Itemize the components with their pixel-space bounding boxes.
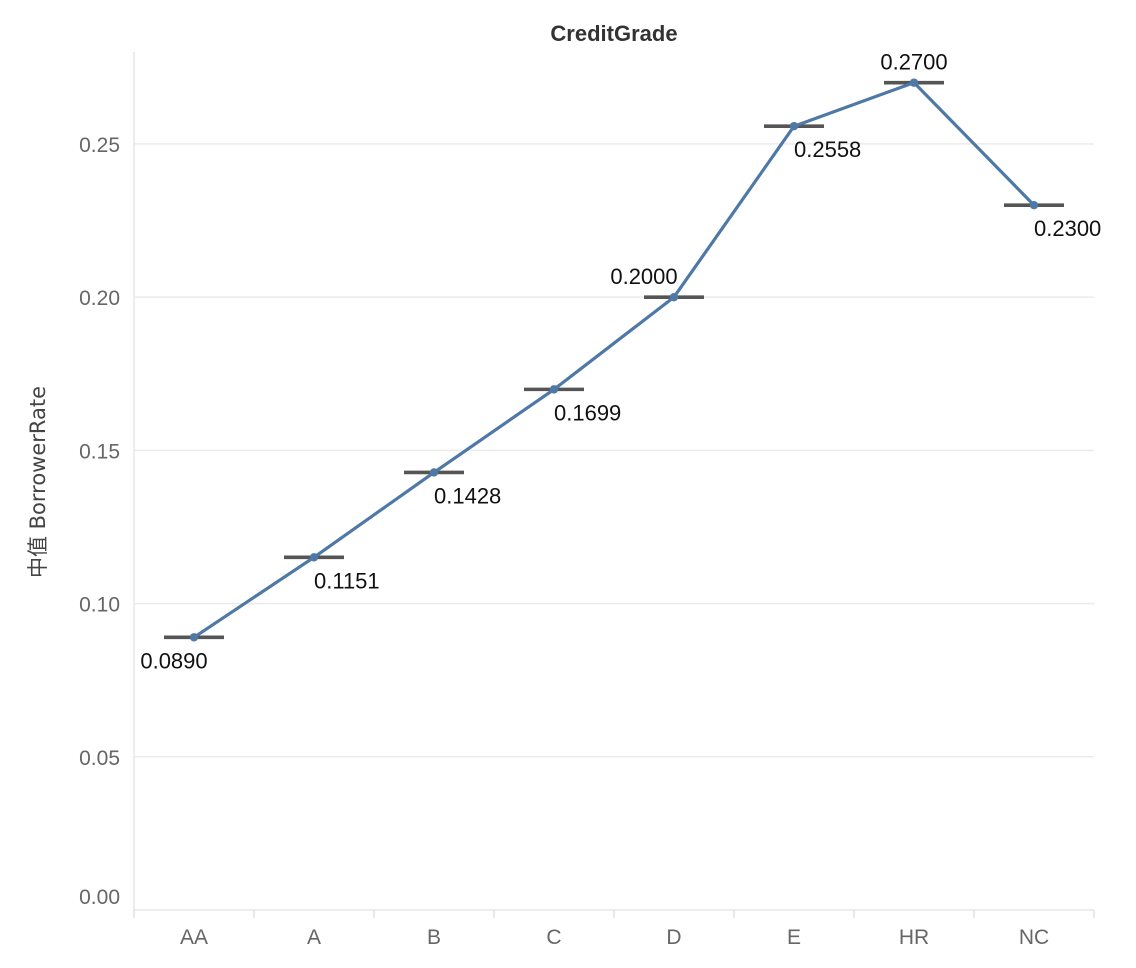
data-point [429, 468, 439, 477]
data-label: 0.2700 [880, 50, 947, 75]
y-tick-label: 0.05 [79, 747, 120, 770]
y-tick-label: 0.10 [79, 594, 120, 617]
data-label: 0.0890 [140, 648, 207, 673]
x-tick-label: E [787, 926, 801, 949]
data-labels: 0.0890 0.1151 0.1428 0.1699 0.2000 0.2558 0.27… [140, 50, 1101, 674]
data-point [1029, 201, 1039, 210]
x-tick-labels: AA A B C D E HR NC [180, 926, 1049, 949]
x-tick-label: B [427, 926, 441, 949]
x-tick-label: D [666, 926, 681, 949]
data-point [669, 292, 679, 302]
data-point [789, 121, 799, 131]
grid-layer [134, 143, 1094, 758]
x-tick-label: AA [180, 926, 208, 949]
y-tick-label: 0.25 [79, 134, 120, 157]
x-tick-label: HR [899, 926, 929, 949]
series-layer [164, 78, 1064, 642]
data-label: 0.2300 [1034, 216, 1101, 241]
y-tick-label: 0.15 [79, 440, 120, 463]
data-label: 0.1151 [314, 568, 380, 593]
x-tick-label: A [307, 926, 321, 949]
data-label: 0.1699 [554, 400, 621, 425]
chart-title: CreditGrade [550, 21, 677, 46]
axis-layer [133, 52, 1095, 918]
y-tick-label: 0.00 [79, 886, 120, 909]
x-tick-label: NC [1019, 926, 1049, 949]
data-point [549, 385, 559, 394]
data-point [309, 553, 319, 562]
data-label: 0.1428 [434, 483, 501, 508]
y-axis-label: 中值 BorrowerRate [26, 386, 50, 578]
data-label: 0.2558 [794, 137, 861, 162]
x-tick-label: C [546, 926, 561, 949]
series-line [193, 81, 1036, 639]
data-point [909, 78, 919, 87]
data-point [189, 633, 199, 642]
data-label: 0.2000 [610, 264, 677, 289]
y-tick-label: 0.20 [79, 287, 120, 310]
y-tick-labels: 0.00 0.05 0.10 0.15 0.20 0.25 [79, 134, 120, 909]
